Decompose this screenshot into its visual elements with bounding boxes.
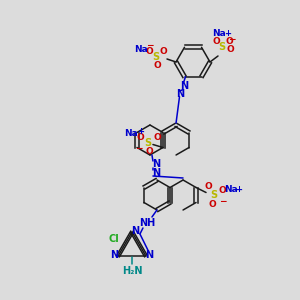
- Text: N: N: [110, 250, 118, 260]
- Text: N: N: [176, 89, 184, 99]
- Text: O: O: [136, 133, 144, 142]
- Text: O: O: [153, 133, 161, 142]
- Text: O: O: [145, 46, 153, 56]
- Text: Na: Na: [134, 44, 148, 53]
- Text: −: −: [219, 197, 227, 206]
- Text: O: O: [226, 44, 234, 53]
- Text: NH: NH: [139, 218, 155, 228]
- Text: O: O: [212, 37, 220, 46]
- Text: −: −: [228, 34, 236, 43]
- Text: O: O: [145, 147, 153, 156]
- Text: −: −: [146, 41, 154, 50]
- Text: Na: Na: [212, 29, 226, 38]
- Text: +: +: [236, 185, 242, 194]
- Text: O: O: [159, 46, 167, 56]
- Text: O: O: [225, 37, 233, 46]
- Text: Cl: Cl: [109, 234, 119, 244]
- Text: S: S: [218, 42, 226, 52]
- Text: O: O: [218, 186, 226, 195]
- Text: S: S: [211, 190, 218, 200]
- Text: O: O: [153, 61, 161, 70]
- Text: +: +: [137, 127, 144, 136]
- Text: +: +: [224, 28, 232, 38]
- Text: −: −: [135, 144, 143, 153]
- Text: N: N: [180, 81, 189, 91]
- Text: O: O: [208, 200, 216, 209]
- Text: S: S: [144, 137, 152, 148]
- Text: O: O: [204, 182, 212, 191]
- Text: Na: Na: [224, 185, 238, 194]
- Text: Na: Na: [124, 129, 138, 138]
- Text: N: N: [145, 250, 153, 260]
- Text: H₂N: H₂N: [122, 266, 142, 276]
- Text: N: N: [152, 168, 160, 178]
- Text: S: S: [152, 52, 160, 62]
- Text: N: N: [152, 159, 160, 169]
- Text: N: N: [131, 226, 139, 236]
